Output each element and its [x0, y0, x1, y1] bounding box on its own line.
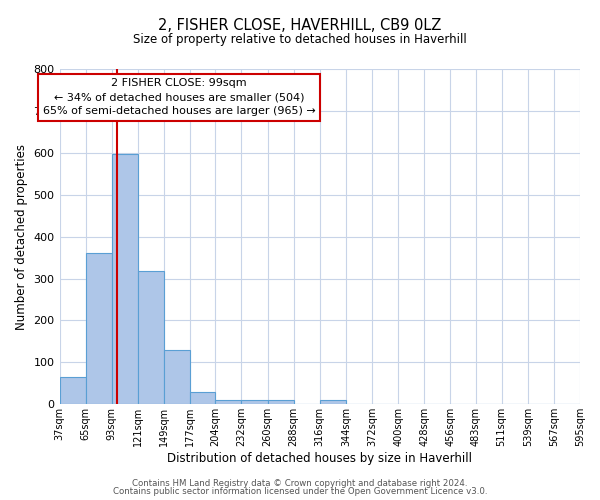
- Bar: [268, 400, 293, 404]
- Y-axis label: Number of detached properties: Number of detached properties: [15, 144, 28, 330]
- Text: Size of property relative to detached houses in Haverhill: Size of property relative to detached ho…: [133, 32, 467, 46]
- Bar: [138, 271, 164, 404]
- Bar: [190, 392, 215, 404]
- Bar: [164, 350, 190, 405]
- Text: Contains public sector information licensed under the Open Government Licence v3: Contains public sector information licen…: [113, 487, 487, 496]
- Bar: [320, 400, 346, 404]
- Text: 2, FISHER CLOSE, HAVERHILL, CB9 0LZ: 2, FISHER CLOSE, HAVERHILL, CB9 0LZ: [158, 18, 442, 32]
- Text: Contains HM Land Registry data © Crown copyright and database right 2024.: Contains HM Land Registry data © Crown c…: [132, 478, 468, 488]
- Bar: [86, 254, 112, 404]
- Text: 2 FISHER CLOSE: 99sqm
← 34% of detached houses are smaller (504)
65% of semi-det: 2 FISHER CLOSE: 99sqm ← 34% of detached …: [43, 78, 316, 116]
- Bar: [59, 377, 86, 404]
- Bar: [112, 154, 138, 404]
- Bar: [241, 400, 268, 404]
- X-axis label: Distribution of detached houses by size in Haverhill: Distribution of detached houses by size …: [167, 452, 472, 465]
- Bar: [215, 400, 241, 404]
